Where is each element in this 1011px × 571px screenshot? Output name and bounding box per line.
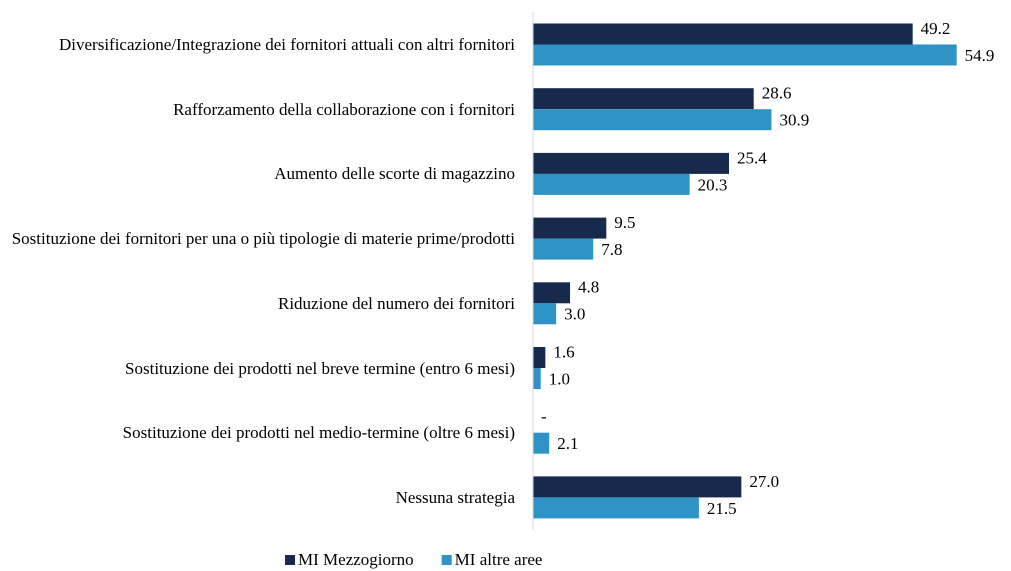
value-label: 2.1: [557, 434, 578, 453]
category-label: Diversificazione/Integrazione dei fornit…: [0, 34, 515, 55]
category-label-text: Sostituzione dei prodotti nel breve term…: [125, 358, 515, 378]
category-label-text: Diversificazione/Integrazione dei fornit…: [59, 35, 515, 54]
bar: [533, 217, 607, 239]
category-label-text: Nessuna strategia: [395, 487, 515, 507]
legend-swatch: [285, 555, 295, 565]
category-label: Nessuna strategia: [0, 487, 515, 508]
value-label: 3.0: [564, 305, 585, 324]
value-label: 30.9: [779, 111, 809, 130]
bar: [533, 88, 754, 110]
bar: [533, 44, 957, 66]
value-label: 4.8: [578, 278, 599, 297]
value-label: 27.0: [749, 472, 779, 491]
category-label-text: Riduzione del numero dei fornitori: [278, 293, 515, 313]
value-label: 25.4: [737, 148, 767, 167]
category-label-text: Sostituzione dei fornitori per una o più…: [11, 229, 515, 249]
bar: [533, 173, 690, 195]
category-label-text: Aumento delle scorte di magazzino: [274, 164, 515, 184]
value-label: 1.0: [549, 369, 570, 388]
category-label-text: Rafforzamento della collaborazione con i…: [173, 99, 515, 119]
value-label: 20.3: [698, 175, 728, 194]
bar: [533, 368, 541, 389]
bar: [533, 23, 913, 45]
bar: [533, 347, 546, 368]
category-label: Rafforzamento della collaborazione con i…: [0, 99, 515, 120]
bar: [533, 432, 550, 454]
value-label: 21.5: [707, 499, 737, 518]
legend-swatch: [441, 555, 452, 565]
bar: [533, 109, 772, 131]
category-label: Sostituzione dei fornitori per una o più…: [0, 228, 515, 249]
value-label: 49.2: [921, 19, 951, 38]
category-label: Sostituzione dei prodotti nel breve term…: [0, 358, 515, 379]
value-label: 28.6: [762, 84, 792, 103]
value-label: -: [541, 407, 547, 426]
legend-label: MI altre aree: [455, 550, 543, 569]
category-label: Riduzione del numero dei fornitori: [0, 293, 515, 314]
bar: [533, 303, 557, 325]
bar: [533, 476, 742, 498]
value-label: 1.6: [553, 342, 574, 361]
bar: [533, 282, 571, 304]
value-label: 54.9: [965, 46, 995, 65]
bar: [533, 238, 594, 260]
category-label: Sostituzione dei prodotti nel medio-term…: [0, 422, 515, 443]
value-label: 9.5: [614, 213, 635, 232]
category-label: Aumento delle scorte di magazzino: [0, 163, 515, 184]
legend-label: MI Mezzogiorno: [298, 550, 414, 569]
bar: [533, 497, 699, 519]
bar: [533, 152, 730, 174]
category-label-text: Sostituzione dei prodotti nel medio-term…: [122, 423, 515, 443]
value-label: 7.8: [601, 240, 622, 259]
